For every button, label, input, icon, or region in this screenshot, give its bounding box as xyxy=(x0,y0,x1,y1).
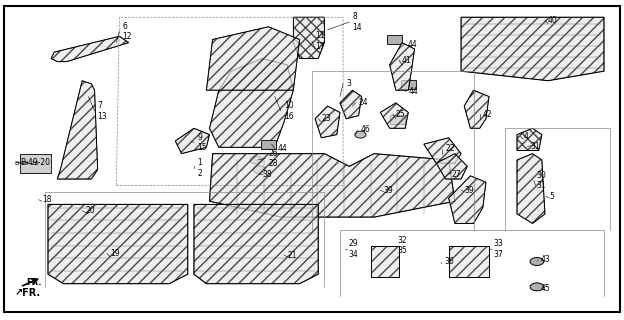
Bar xyxy=(390,115,405,124)
Text: 7
13: 7 13 xyxy=(98,101,107,121)
Text: 36: 36 xyxy=(444,257,454,266)
Polygon shape xyxy=(210,59,293,147)
Text: 38: 38 xyxy=(262,170,272,179)
Text: 32
35: 32 35 xyxy=(397,236,407,255)
Text: 39: 39 xyxy=(383,186,393,195)
Polygon shape xyxy=(175,128,210,154)
Text: 40: 40 xyxy=(548,16,558,25)
Polygon shape xyxy=(449,246,489,277)
Text: 33
37: 33 37 xyxy=(494,239,503,259)
Text: 19: 19 xyxy=(110,249,120,258)
Text: 11
17: 11 17 xyxy=(315,31,324,51)
Polygon shape xyxy=(517,154,545,223)
Polygon shape xyxy=(57,81,98,179)
Text: 30
31: 30 31 xyxy=(537,171,547,190)
Bar xyxy=(401,80,416,89)
Text: 25: 25 xyxy=(396,109,406,118)
Polygon shape xyxy=(389,43,414,90)
Polygon shape xyxy=(207,27,300,90)
Text: 3: 3 xyxy=(346,79,351,88)
Polygon shape xyxy=(293,17,324,59)
Ellipse shape xyxy=(530,283,544,291)
Ellipse shape xyxy=(250,156,262,164)
Text: FR.: FR. xyxy=(26,278,42,287)
Text: 9
15: 9 15 xyxy=(197,133,207,152)
Ellipse shape xyxy=(355,131,366,138)
Ellipse shape xyxy=(530,258,544,266)
Text: B-49-20: B-49-20 xyxy=(14,161,39,166)
Polygon shape xyxy=(51,36,129,62)
Polygon shape xyxy=(517,128,542,150)
Text: 21: 21 xyxy=(287,251,296,260)
Text: 23: 23 xyxy=(321,114,331,123)
Text: 44: 44 xyxy=(278,144,288,153)
Text: 39: 39 xyxy=(464,186,474,195)
Polygon shape xyxy=(371,246,399,277)
Text: 45: 45 xyxy=(540,284,550,293)
Text: 31: 31 xyxy=(530,142,540,151)
Polygon shape xyxy=(424,138,461,163)
Text: 26
28: 26 28 xyxy=(268,149,278,168)
Text: 5: 5 xyxy=(549,192,554,201)
Text: 42: 42 xyxy=(483,109,492,118)
Text: 44: 44 xyxy=(409,87,419,96)
Text: 24: 24 xyxy=(359,99,368,108)
Polygon shape xyxy=(210,154,455,217)
Text: 29
34: 29 34 xyxy=(348,239,358,259)
Polygon shape xyxy=(340,90,362,119)
Text: 41: 41 xyxy=(402,56,412,65)
Text: 6
12: 6 12 xyxy=(122,22,132,41)
Text: 43: 43 xyxy=(540,255,550,264)
Text: B-49-20: B-49-20 xyxy=(20,158,50,167)
Text: 1
2: 1 2 xyxy=(197,158,202,178)
Polygon shape xyxy=(461,17,604,81)
Text: 46: 46 xyxy=(361,125,370,134)
Polygon shape xyxy=(48,204,188,284)
Text: 22: 22 xyxy=(446,144,455,153)
Polygon shape xyxy=(194,204,318,284)
Polygon shape xyxy=(449,176,486,223)
Polygon shape xyxy=(464,90,489,128)
Ellipse shape xyxy=(253,165,265,173)
Bar xyxy=(20,154,51,173)
Polygon shape xyxy=(315,106,340,138)
Text: 27: 27 xyxy=(452,170,461,179)
Text: 10
16: 10 16 xyxy=(284,101,294,121)
Bar xyxy=(387,35,402,44)
Bar xyxy=(261,140,276,149)
Text: 8
14: 8 14 xyxy=(353,12,362,32)
Text: 4: 4 xyxy=(523,132,528,141)
Text: 20: 20 xyxy=(85,206,95,215)
Text: 18: 18 xyxy=(42,195,51,204)
Polygon shape xyxy=(381,103,408,128)
Text: 44: 44 xyxy=(407,40,417,49)
Polygon shape xyxy=(436,154,467,179)
Text: ↗FR.: ↗FR. xyxy=(15,288,41,298)
